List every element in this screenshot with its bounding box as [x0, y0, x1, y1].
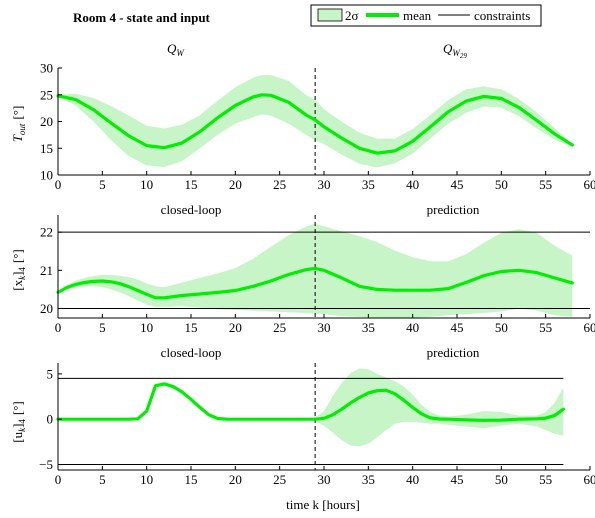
xk-ytick-label-0: 20 — [40, 301, 53, 316]
tout-ytick-label-3: 25 — [40, 87, 53, 102]
tout-xtick-label-40: 40 — [406, 177, 419, 192]
xk-xtick-label-55: 55 — [539, 320, 552, 335]
uk-xtick-label-25: 25 — [273, 472, 286, 487]
xk-xtick-label-60: 60 — [584, 320, 595, 335]
tout-xtick-label-0: 0 — [55, 177, 62, 192]
xk-xtick-label-5: 5 — [99, 320, 106, 335]
uk-xtick-label-55: 55 — [539, 472, 552, 487]
xk-ytick-label-2: 22 — [40, 225, 53, 240]
tout-xtick-label-35: 35 — [362, 177, 375, 192]
uk-series-mean-line — [56, 382, 566, 422]
tout-ytick-label-4: 30 — [40, 61, 53, 76]
uk-xtick-label-10: 10 — [140, 472, 153, 487]
panel-uk-marks: 0 5 10 15 20 25 30 35 40 45 50 55 60−505 — [39, 363, 595, 487]
panel-xk-ylabel: [xk]4[°] — [10, 249, 27, 291]
panel-tout-below-left: closed-loop — [161, 202, 222, 217]
x-axis-label: time k [hours] — [286, 497, 360, 512]
tout-xtick-label-45: 45 — [451, 177, 464, 192]
figure-title: Room 4 - state and input — [73, 10, 211, 25]
panel-xk-below-right: prediction — [427, 345, 480, 360]
panel-xk-below-left: closed-loop — [161, 345, 222, 360]
tout-xtick-label-25: 25 — [273, 177, 286, 192]
xk-xtick-label-35: 35 — [362, 320, 375, 335]
tout-xtick-label-5: 5 — [99, 177, 106, 192]
panel-uk: 0 5 10 15 20 25 30 35 40 45 50 55 60−505 [uk]4[°] — [10, 363, 595, 487]
uk-ytick-label-0: −5 — [39, 457, 53, 472]
xk-xtick-label-40: 40 — [406, 320, 419, 335]
uk-xtick-label-50: 50 — [495, 472, 508, 487]
legend-band-swatch — [317, 8, 343, 22]
legend: 2σ mean constraints — [310, 4, 542, 27]
xk-xtick-label-45: 45 — [451, 320, 464, 335]
uk-ytick-label-1: 0 — [47, 412, 54, 427]
panel-tout: 0 5 10 15 20 25 30 35 40 45 50 55 60 10 15 20 25 30 QW QW… — [10, 41, 595, 217]
panel-tout-ylabel: Tout[°] — [10, 106, 27, 143]
legend-constraint-label: constraints — [474, 8, 530, 23]
tout-ytick-label-2: 20 — [40, 114, 53, 129]
tout-xtick-label-10: 10 — [140, 177, 153, 192]
tout-xtick-label-55: 55 — [539, 177, 552, 192]
legend-mean-label: mean — [403, 8, 432, 23]
uk-band-2sigma — [58, 368, 564, 447]
panel-tout-annotation-left: QW — [167, 41, 185, 58]
xk-xtick-label-0: 0 — [55, 320, 62, 335]
uk-xtick-label-35: 35 — [362, 472, 375, 487]
tout-xtick-label-60: 60 — [584, 177, 595, 192]
tout-xtick-label-15: 15 — [185, 177, 198, 192]
tout-ytick-label-0: 10 — [40, 168, 53, 183]
uk-xtick-label-60: 60 — [584, 472, 595, 487]
tout-xtick-label-50: 50 — [495, 177, 508, 192]
xk-xtick-label-30: 30 — [318, 320, 331, 335]
xk-xtick-label-15: 15 — [185, 320, 198, 335]
tout-xtick-label-30: 30 — [318, 177, 331, 192]
tout-series-mean-line — [56, 93, 574, 155]
legend-frame — [310, 4, 542, 27]
uk-xtick-label-45: 45 — [451, 472, 464, 487]
xk-ytick-label-1: 21 — [40, 263, 53, 278]
uk-xtick-label-20: 20 — [229, 472, 242, 487]
xk-xtick-label-10: 10 — [140, 320, 153, 335]
xk-xtick-label-20: 20 — [229, 320, 242, 335]
tout-ytick-label-1: 15 — [40, 141, 53, 156]
panel-xk-marks: 0 5 10 15 20 25 30 35 40 45 50 55 60 20 21 22 — [40, 215, 595, 335]
xk-series-mean-line — [56, 266, 574, 300]
tout-xtick-label-20: 20 — [229, 177, 242, 192]
legend-band-label: 2σ — [345, 8, 359, 23]
xk-xtick-label-25: 25 — [273, 320, 286, 335]
xk-xtick-label-50: 50 — [495, 320, 508, 335]
uk-xtick-label-5: 5 — [99, 472, 106, 487]
panel-uk-ylabel: [uk]4[°] — [10, 401, 27, 443]
uk-xtick-label-15: 15 — [185, 472, 198, 487]
panel-tout-annotation-right: QW29 — [443, 41, 467, 60]
panel-tout-below-right: prediction — [427, 202, 480, 217]
uk-ytick-label-2: 5 — [47, 366, 54, 381]
panel-tout-marks: 0 5 10 15 20 25 30 35 40 45 50 55 60 10 15 20 25 30 — [40, 61, 595, 193]
uk-xtick-label-40: 40 — [406, 472, 419, 487]
uk-xtick-label-0: 0 — [55, 472, 62, 487]
uk-xtick-label-30: 30 — [318, 472, 331, 487]
